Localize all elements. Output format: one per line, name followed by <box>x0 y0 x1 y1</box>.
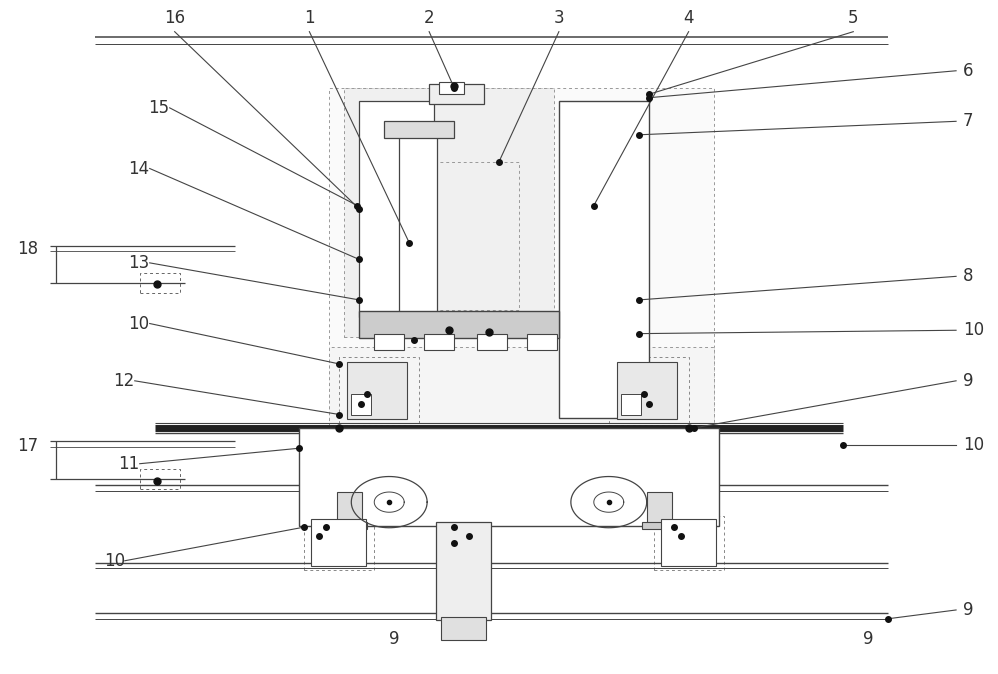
Bar <box>304 516 374 570</box>
Bar <box>436 522 491 620</box>
Text: 8: 8 <box>963 268 974 285</box>
Bar <box>359 311 559 338</box>
Text: 17: 17 <box>17 437 38 455</box>
Bar <box>559 101 649 418</box>
Text: 9: 9 <box>963 372 974 390</box>
Text: 4: 4 <box>684 9 694 27</box>
Bar <box>399 135 437 317</box>
Bar <box>609 357 689 425</box>
Text: 16: 16 <box>164 9 186 27</box>
Bar <box>329 88 714 418</box>
Bar <box>439 82 464 94</box>
Bar <box>337 492 362 526</box>
Bar <box>140 273 180 293</box>
Bar <box>654 516 724 570</box>
Bar <box>477 334 507 350</box>
Bar <box>311 519 366 566</box>
Bar <box>642 522 677 529</box>
Text: 5: 5 <box>848 9 858 27</box>
Text: 9: 9 <box>963 601 974 619</box>
Bar <box>329 347 714 428</box>
Bar <box>441 617 486 640</box>
Bar <box>351 394 371 415</box>
Text: 10: 10 <box>104 552 125 570</box>
Text: 2: 2 <box>424 9 434 27</box>
Bar <box>374 334 404 350</box>
Text: 10: 10 <box>963 321 984 339</box>
Text: 18: 18 <box>17 241 38 258</box>
Text: 15: 15 <box>149 99 170 117</box>
Bar <box>344 88 554 337</box>
Bar <box>647 492 672 526</box>
Text: 7: 7 <box>963 113 974 130</box>
Bar <box>384 121 454 138</box>
Text: 1: 1 <box>304 9 314 27</box>
Bar <box>399 162 519 310</box>
Bar <box>621 394 641 415</box>
Text: 14: 14 <box>129 160 150 177</box>
Bar <box>140 469 180 489</box>
Text: 12: 12 <box>114 372 135 390</box>
Bar <box>429 84 484 104</box>
Bar <box>661 519 716 566</box>
Bar <box>332 522 367 529</box>
Text: 10: 10 <box>963 436 984 454</box>
Bar <box>347 362 407 419</box>
Text: 6: 6 <box>963 62 974 80</box>
Text: 10: 10 <box>129 315 150 332</box>
Bar <box>359 101 434 317</box>
Text: 11: 11 <box>119 455 140 472</box>
Bar <box>339 357 419 425</box>
Bar <box>424 334 454 350</box>
Bar <box>299 428 719 526</box>
Text: 9: 9 <box>863 630 873 648</box>
Text: 13: 13 <box>129 254 150 272</box>
Text: 3: 3 <box>554 9 564 27</box>
Text: 9: 9 <box>389 630 399 648</box>
Bar <box>617 362 677 419</box>
Bar <box>527 334 557 350</box>
